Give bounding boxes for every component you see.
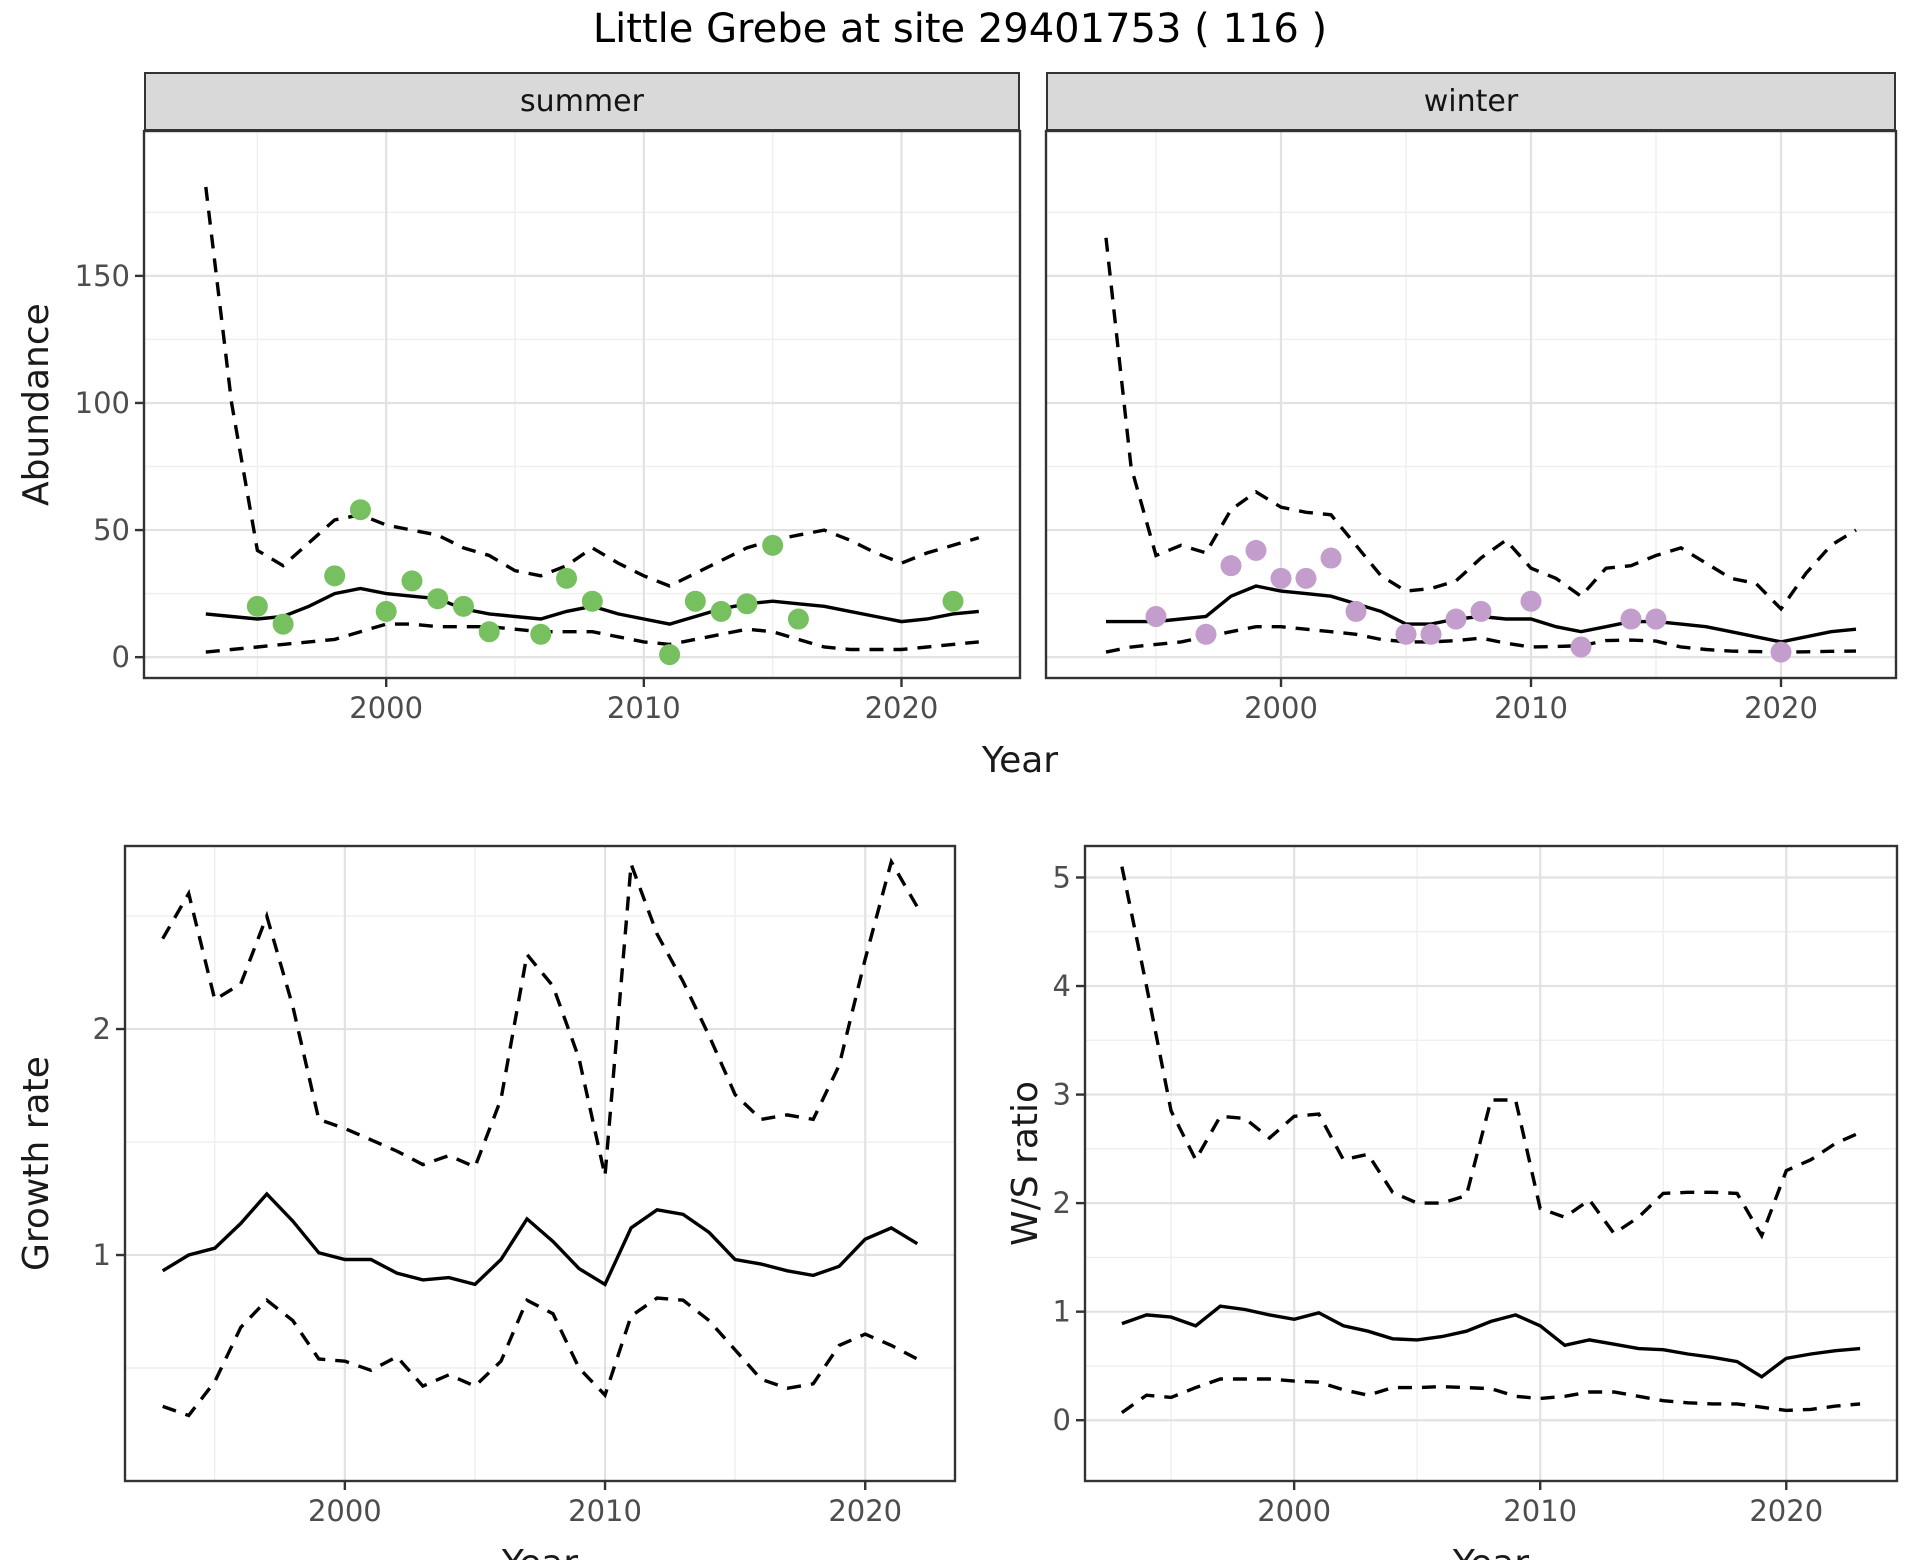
ws_ratio-upper_ci-line <box>1120 866 1861 1240</box>
abundance_winter-x-tick-label: 2000 <box>1244 691 1318 725</box>
abundance_summer-point <box>375 600 397 622</box>
ws_ratio-axis-ticks: 2000 2010 2020 0 1 2 3 4 5 <box>1053 860 1824 1528</box>
abundance_winter-x-tick-label: 2020 <box>1744 691 1818 725</box>
abundance_summer-lower_ci-line <box>205 622 979 654</box>
abundance_winter-point <box>1270 567 1292 589</box>
abundance_winter-point <box>1395 623 1417 645</box>
abundance_summer-axis-ticks: 2000 2010 2020 0 50 100 150 <box>75 259 939 725</box>
abundance_summer-y-tick-label: 150 <box>75 259 130 293</box>
y-axis-title-growth-rate: Growth rate <box>16 1056 57 1271</box>
abundance_summer-gridlines <box>144 131 1020 678</box>
ws_ratio-y-tick-label: 5 <box>1053 860 1071 894</box>
ws_ratio-y-tick-label: 1 <box>1053 1295 1071 1329</box>
abundance_winter-point <box>1145 605 1167 627</box>
abundance_winter-point <box>1245 539 1267 561</box>
abundance_summer-y-tick-label: 0 <box>112 640 130 674</box>
abundance_winter-point <box>1320 547 1342 569</box>
abundance_winter-points <box>1145 539 1792 663</box>
abundance_summer-point <box>736 593 758 615</box>
ws_ratio-y-tick-label: 4 <box>1053 969 1071 1003</box>
abundance_summer-point <box>684 590 706 612</box>
facet-strip-winter: winter <box>1046 72 1896 131</box>
figure-title: Little Grebe at site 29401753 ( 116 ) <box>592 6 1328 52</box>
panel-abundance_winter: 2000 2010 2020 <box>1044 129 1898 725</box>
abundance_summer-y-tick-label: 100 <box>75 386 130 420</box>
y-axis-title-ws-ratio: W/S ratio <box>1005 1080 1046 1247</box>
abundance_summer-point <box>478 621 500 643</box>
abundance_summer-point <box>530 623 552 645</box>
abundance_winter-point <box>1470 600 1492 622</box>
abundance_winter-x-tick-label: 2010 <box>1494 691 1568 725</box>
abundance_summer-point <box>349 499 371 521</box>
growth_rate-x-tick-label: 2020 <box>828 1494 902 1528</box>
growth_rate-x-tick-label: 2000 <box>308 1494 382 1528</box>
facet-strip-summer-label: summer <box>520 84 644 119</box>
abundance_summer-point <box>452 595 474 617</box>
abundance_winter-point <box>1570 636 1592 658</box>
ws_ratio-lines <box>1120 866 1861 1414</box>
abundance_winter-point <box>1220 555 1242 577</box>
ws_ratio-gridlines <box>1085 846 1897 1481</box>
growth_rate-y-tick-label: 1 <box>93 1238 111 1272</box>
abundance_winter-axis-ticks: 2000 2010 2020 <box>1244 678 1818 725</box>
ws_ratio-x-tick-label: 2010 <box>1503 1494 1577 1528</box>
growth_rate-upper_ci-line <box>161 857 919 1177</box>
ws_ratio-x-tick-label: 2020 <box>1749 1494 1823 1528</box>
abundance_summer-point <box>427 588 449 610</box>
abundance_winter-point <box>1345 600 1367 622</box>
abundance_summer-point <box>581 590 603 612</box>
facet-strip-summer: summer <box>144 72 1020 131</box>
panel-growth_rate: 2000 2010 2020 1 2 <box>93 844 957 1528</box>
abundance_summer-points <box>246 499 964 666</box>
growth_rate-median-line <box>161 1191 919 1287</box>
abundance_winter-lower_ci-line <box>1105 625 1857 654</box>
abundance_summer-point <box>401 570 423 592</box>
abundance_summer-y-tick-label: 50 <box>93 513 130 547</box>
growth_rate-x-tick-label: 2010 <box>568 1494 642 1528</box>
growth_rate-axis-ticks: 2000 2010 2020 1 2 <box>93 1012 903 1528</box>
abundance_winter-upper_ci-line <box>1104 237 1857 612</box>
abundance_winter-gridlines <box>1046 131 1896 678</box>
ws_ratio-median-line <box>1121 1304 1861 1379</box>
abundance_summer-point <box>324 565 346 587</box>
abundance_summer-point <box>762 534 784 556</box>
growth_rate-lower_ci-line <box>162 1296 919 1418</box>
growth_rate-y-tick-label: 2 <box>93 1012 111 1046</box>
abundance_summer-point <box>246 595 268 617</box>
abundance_summer-upper_ci-line <box>204 186 980 588</box>
abundance_summer-x-tick-label: 2010 <box>607 691 681 725</box>
abundance_summer-point <box>787 608 809 630</box>
ws_ratio-y-tick-label: 2 <box>1053 1186 1071 1220</box>
abundance_summer-point <box>272 613 294 635</box>
abundance_winter-point <box>1420 623 1442 645</box>
abundance_summer-point <box>556 567 578 589</box>
abundance_winter-point <box>1770 641 1792 663</box>
x-axis-title-year-ws: Year <box>1085 1543 1897 1560</box>
abundance_summer-x-tick-label: 2000 <box>349 691 423 725</box>
abundance_summer-point <box>659 644 681 666</box>
abundance_winter-point <box>1445 608 1467 630</box>
y-axis-title-abundance: Abundance <box>16 303 57 506</box>
facet-strip-winter-label: winter <box>1423 84 1519 119</box>
ws_ratio-y-tick-label: 0 <box>1053 1403 1071 1437</box>
x-axis-title-year-top: Year <box>981 740 1059 781</box>
ws_ratio-lower_ci-line <box>1120 1377 1861 1414</box>
ws_ratio-x-tick-label: 2000 <box>1257 1494 1331 1528</box>
abundance_winter-point <box>1620 608 1642 630</box>
ws_ratio-y-tick-label: 3 <box>1053 1078 1071 1112</box>
growth_rate-gridlines <box>125 846 955 1481</box>
panel-abundance_summer: 2000 2010 2020 0 50 100 150 <box>75 129 1022 725</box>
abundance_summer-x-tick-label: 2020 <box>865 691 939 725</box>
abundance_winter-point <box>1195 623 1217 645</box>
abundance_summer-point <box>942 590 964 612</box>
abundance_winter-point <box>1295 567 1317 589</box>
abundance_winter-point <box>1520 590 1542 612</box>
abundance_winter-point <box>1645 608 1667 630</box>
panel-ws_ratio: 2000 2010 2020 0 1 2 3 4 5 <box>1053 844 1899 1528</box>
growth_rate-lines <box>161 857 919 1418</box>
x-axis-title-year-growth: Year <box>125 1543 955 1560</box>
abundance_summer-point <box>710 600 732 622</box>
